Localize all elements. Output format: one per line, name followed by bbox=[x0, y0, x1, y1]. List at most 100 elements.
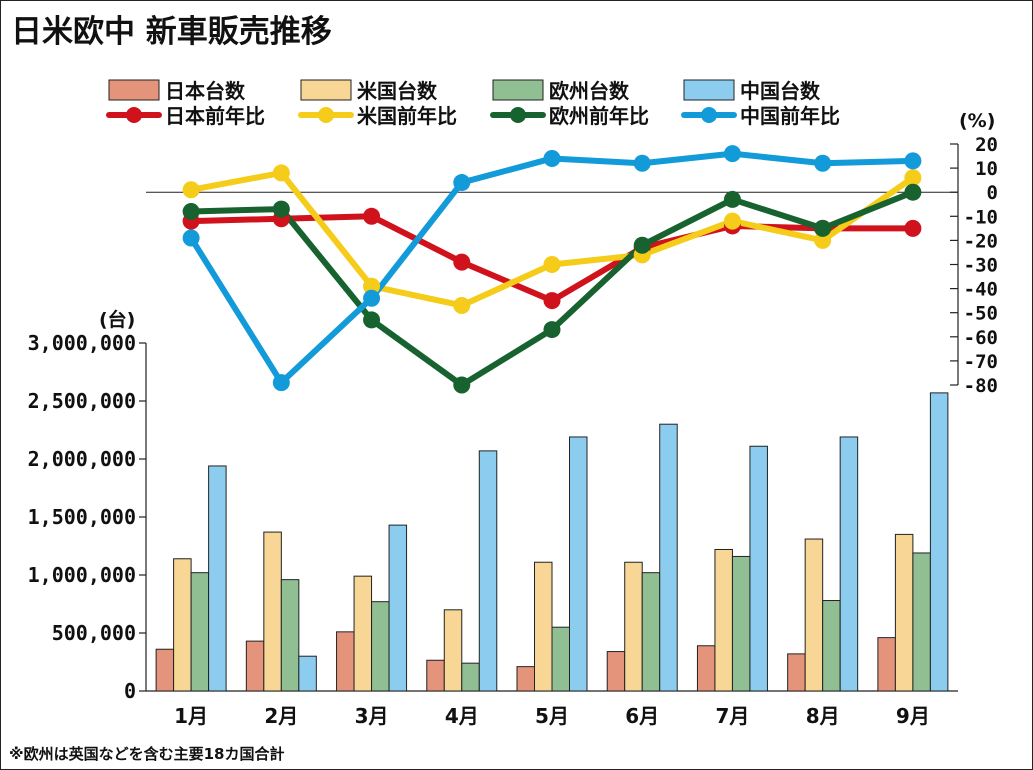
point-eu_line bbox=[453, 376, 471, 394]
point-eu_line bbox=[723, 190, 741, 208]
right-tick-label: 20 bbox=[975, 134, 998, 156]
right-tick-label: -10 bbox=[964, 206, 998, 228]
point-cn_line bbox=[723, 145, 741, 163]
legend-marker-cn_line bbox=[701, 107, 717, 123]
point-eu_line bbox=[904, 183, 922, 201]
point-cn_line bbox=[814, 154, 832, 172]
bar-jp_bar bbox=[426, 659, 445, 692]
legend-swatch-us_bar bbox=[300, 79, 352, 101]
point-cn_line bbox=[453, 174, 471, 192]
bar-series-group bbox=[155, 392, 949, 692]
point-us_line bbox=[182, 181, 200, 199]
bar-us_bar bbox=[443, 609, 463, 692]
line-series-group bbox=[182, 145, 922, 394]
legend-label-cn_bar: 中国台数 bbox=[740, 79, 821, 103]
x-tick-label: 2月 bbox=[264, 704, 298, 728]
point-eu_line bbox=[814, 219, 832, 237]
point-eu_line bbox=[363, 311, 381, 329]
bar-cn_bar bbox=[298, 655, 317, 692]
bar-cn_bar bbox=[749, 445, 768, 692]
point-us_line bbox=[723, 212, 741, 230]
legend-label-eu_line: 欧州前年比 bbox=[549, 104, 649, 128]
left-tick-label: 0 bbox=[124, 679, 136, 703]
x-tick-label: 4月 bbox=[445, 704, 479, 728]
bar-jp_bar bbox=[336, 631, 355, 692]
bar-us_bar bbox=[353, 575, 373, 692]
x-tick-label: 8月 bbox=[806, 704, 840, 728]
right-tick-label: 0 bbox=[987, 182, 998, 204]
x-tick-label: 5月 bbox=[535, 704, 569, 728]
right-tick-label: -40 bbox=[964, 279, 998, 301]
left-axis: 0 500,000 1,000,000 1,500,000 2,000,000 2,500… bbox=[28, 308, 147, 703]
x-axis: 1月 2月 3月 4月 5月 6月 7月 8月 9月 bbox=[146, 690, 958, 728]
bar-us_bar bbox=[173, 558, 192, 692]
point-cn_line bbox=[904, 152, 922, 170]
legend-marker-us_line bbox=[318, 107, 334, 123]
x-tick-label: 9月 bbox=[896, 704, 930, 728]
bar-eu_bar bbox=[461, 662, 480, 692]
point-jp_line bbox=[543, 292, 561, 310]
legend-label-cn_line: 中国前年比 bbox=[740, 104, 840, 128]
bar-eu_bar bbox=[912, 552, 931, 692]
left-axis-unit: (台) bbox=[99, 308, 135, 331]
left-tick-label: 500,000 bbox=[52, 621, 136, 645]
legend-marker-eu_line bbox=[510, 107, 526, 123]
right-tick-label: -20 bbox=[964, 230, 998, 252]
bar-cn_bar bbox=[478, 450, 498, 692]
right-tick-label: -30 bbox=[964, 255, 998, 277]
point-eu_line bbox=[182, 202, 200, 220]
bar-cn_bar bbox=[659, 423, 678, 692]
point-eu_line bbox=[633, 236, 651, 254]
right-tick-label: -60 bbox=[964, 327, 998, 349]
bar-jp_bar bbox=[516, 666, 535, 692]
point-us_line bbox=[814, 231, 832, 249]
bar-us_bar bbox=[534, 561, 553, 692]
bar-jp_bar bbox=[245, 640, 265, 692]
point-us_line bbox=[363, 277, 381, 295]
x-tick-label: 1月 bbox=[174, 704, 208, 728]
legend-label-us_bar: 米国台数 bbox=[357, 79, 438, 103]
point-jp_line bbox=[904, 219, 922, 237]
bar-cn_bar bbox=[388, 524, 408, 692]
right-tick-label: -70 bbox=[964, 351, 998, 373]
point-cn_line bbox=[543, 149, 561, 167]
legend-swatch-cn_bar bbox=[683, 79, 735, 101]
line-us_line bbox=[188, 169, 916, 309]
bar-jp_bar bbox=[155, 648, 175, 692]
bar-us_bar bbox=[714, 548, 733, 692]
bar-cn_bar bbox=[929, 392, 949, 692]
bar-us_bar bbox=[894, 533, 914, 692]
bar-us_bar bbox=[804, 538, 824, 692]
point-cn_line bbox=[363, 289, 381, 307]
bar-jp_bar bbox=[606, 651, 626, 692]
legend-label-jp_bar: 日本台数 bbox=[165, 79, 246, 103]
bar-cn_bar bbox=[839, 436, 859, 692]
point-cn_line bbox=[272, 374, 290, 392]
bar-eu_bar bbox=[551, 626, 570, 692]
legend-marker-jp_line bbox=[126, 107, 142, 123]
bar-jp_bar bbox=[696, 645, 716, 692]
point-jp_line bbox=[363, 207, 381, 225]
point-cn_line bbox=[633, 154, 651, 172]
bar-cn_bar bbox=[569, 436, 588, 692]
bar-eu_bar bbox=[731, 555, 751, 692]
bar-jp_bar bbox=[877, 637, 896, 692]
x-tick-label: 7月 bbox=[715, 704, 749, 728]
left-tick-label: 2,000,000 bbox=[28, 447, 136, 471]
legend-label-jp_line: 日本前年比 bbox=[165, 104, 265, 128]
right-tick-label: -50 bbox=[964, 303, 998, 325]
bar-us_bar bbox=[263, 531, 282, 692]
left-tick-label: 2,500,000 bbox=[28, 389, 136, 413]
bar-eu_bar bbox=[822, 600, 841, 692]
x-tick-label: 3月 bbox=[355, 704, 389, 728]
bar-eu_bar bbox=[641, 572, 661, 692]
point-eu_line bbox=[272, 200, 290, 218]
legend-label-us_line: 米国前年比 bbox=[357, 104, 457, 128]
bar-cn_bar bbox=[208, 465, 227, 692]
point-us_line bbox=[272, 164, 290, 182]
bar-eu_bar bbox=[280, 579, 300, 692]
